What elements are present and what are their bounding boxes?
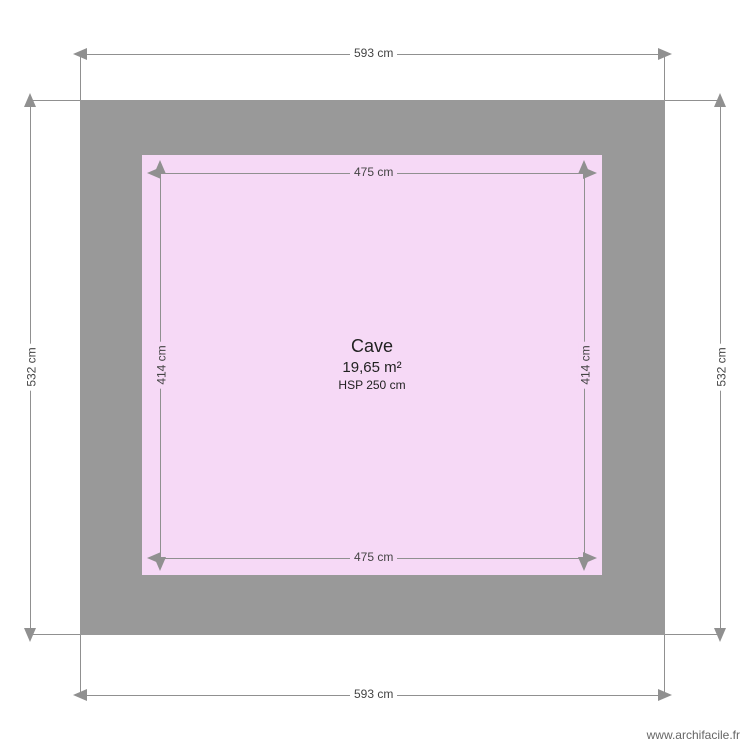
watermark: www.archifacile.fr [647, 728, 740, 742]
tick [80, 635, 81, 695]
dim-outer-bottom-label: 593 cm [350, 687, 397, 701]
dim-inner-bottom-label: 475 cm [350, 550, 397, 564]
arrow-right-icon [658, 48, 672, 60]
arrow-down-icon [24, 628, 36, 642]
tick [665, 634, 720, 635]
arrow-up-icon [154, 160, 166, 174]
room-label: Cave 19,65 m² HSP 250 cm [272, 336, 472, 392]
room-area: 19,65 m² [272, 359, 472, 376]
tick [30, 100, 80, 101]
floorplan-canvas: Cave 19,65 m² HSP 250 cm 593 cm 593 cm 5… [0, 0, 750, 750]
dim-outer-right-label: 532 cm [715, 343, 729, 390]
arrow-down-icon [154, 557, 166, 571]
dim-inner-left-label: 414 cm [155, 341, 169, 388]
dim-outer-top-label: 593 cm [350, 46, 397, 60]
tick [80, 54, 81, 100]
arrow-down-icon [714, 628, 726, 642]
arrow-left-icon [73, 48, 87, 60]
tick [30, 634, 80, 635]
tick [664, 54, 665, 100]
arrow-left-icon [73, 689, 87, 701]
tick [664, 635, 665, 695]
dim-inner-top-label: 475 cm [350, 165, 397, 179]
arrow-up-icon [714, 93, 726, 107]
arrow-up-icon [24, 93, 36, 107]
room-name: Cave [272, 336, 472, 357]
arrow-down-icon [578, 557, 590, 571]
tick [665, 100, 720, 101]
dim-inner-right-label: 414 cm [579, 341, 593, 388]
dim-outer-left-label: 532 cm [25, 343, 39, 390]
arrow-up-icon [578, 160, 590, 174]
arrow-right-icon [658, 689, 672, 701]
room-hsp: HSP 250 cm [272, 378, 472, 392]
